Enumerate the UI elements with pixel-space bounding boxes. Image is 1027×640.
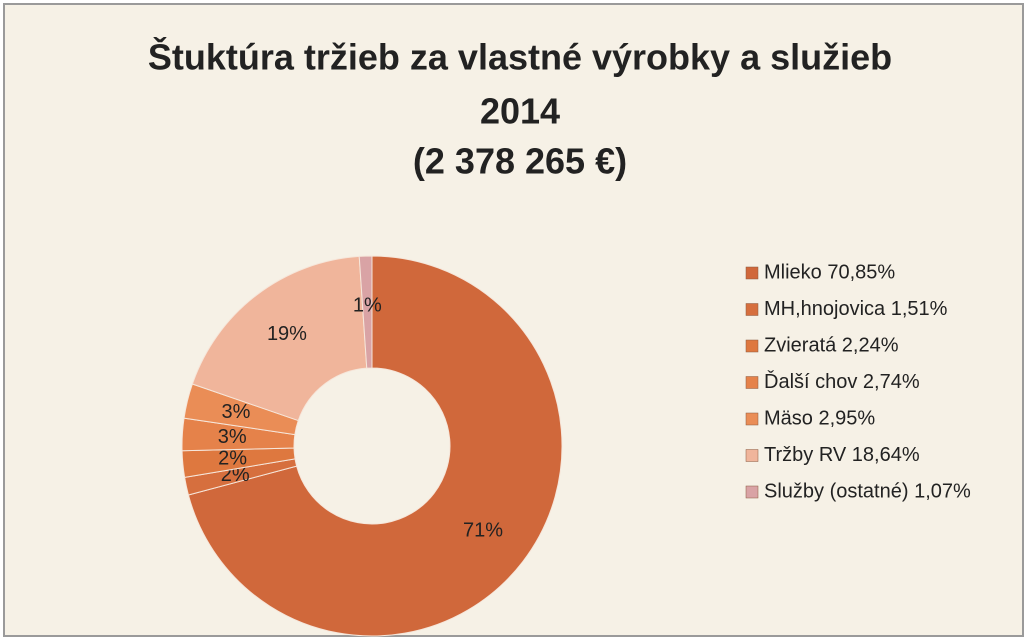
legend-label: MH,hnojovica 1,51% [764, 298, 948, 320]
data-label: 1% [353, 294, 382, 316]
legend-swatch [745, 412, 759, 426]
legend-label: Tržby RV 18,64% [764, 444, 920, 466]
legend-label: Zvieratá 2,24% [764, 334, 899, 356]
data-label: 2% [218, 448, 247, 470]
legend-swatch [745, 266, 759, 280]
legend-label: Mlieko 70,85% [764, 261, 895, 283]
legend-swatch [745, 339, 759, 353]
title-line: Štuktúra tržieb za vlastné výrobky a slu… [148, 36, 892, 78]
legend-swatch [745, 449, 759, 462]
data-label: 3% [218, 426, 247, 448]
donut-slice [187, 255, 563, 637]
legend-label: Ďalší chov 2,74% [764, 370, 920, 393]
chart-title: Štuktúra tržieb za vlastné výrobky a slu… [148, 36, 892, 182]
data-label: 19% [267, 323, 307, 345]
legend-swatch [745, 485, 759, 499]
title-line: (2 378 265 €) [413, 141, 627, 182]
data-label: 3% [222, 401, 251, 423]
data-label: 71% [463, 520, 503, 542]
legend-swatch [745, 376, 759, 389]
legend-swatch [745, 303, 759, 316]
legend-label: Mäso 2,95% [764, 407, 875, 429]
donut-slice [358, 255, 373, 369]
legend-label: Služby (ostatné) 1,07% [764, 480, 971, 502]
donut-slice [191, 255, 368, 422]
title-line: 2014 [480, 91, 560, 132]
